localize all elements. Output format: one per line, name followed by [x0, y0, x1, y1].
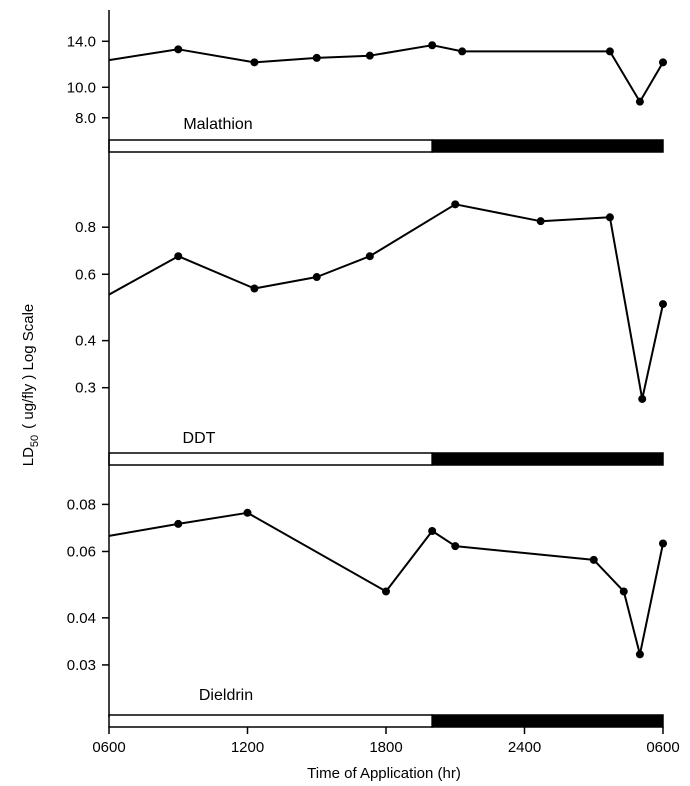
data-point: [619, 587, 628, 596]
data-point: [312, 53, 321, 62]
data-point: [536, 217, 545, 226]
data-point: [458, 47, 467, 56]
y-axis-title-suffix: ( ug/fly ) Log Scale: [20, 304, 37, 429]
data-point: [174, 45, 183, 54]
dark-period-bar: [431, 714, 664, 728]
data-point: [451, 542, 460, 551]
data-point: [428, 41, 437, 50]
light-period-bar: [108, 714, 433, 728]
data-point: [250, 58, 259, 67]
data-point: [312, 273, 321, 282]
y-axis-title: LD50 ( ug/fly ) Log Scale: [20, 304, 41, 467]
y-tick-label: 0.4: [75, 333, 96, 350]
y-tick-label: 0.08: [67, 496, 96, 513]
x-tick-label: 1200: [231, 739, 264, 756]
data-point: [428, 526, 437, 535]
x-axis-title: Time of Application (hr): [307, 765, 461, 782]
data-point: [605, 47, 614, 56]
y-tick-label: 0.03: [67, 657, 96, 674]
series-line-malathion: [108, 44, 664, 103]
panel-malathion: 8.0 10.0 14.0 Malathion: [67, 33, 667, 153]
y-tick-label: 0.8: [75, 219, 96, 236]
series-line-ddt: [108, 203, 664, 400]
data-point: [659, 300, 667, 309]
y-tick-label: 10.0: [67, 79, 96, 96]
light-period-bar: [108, 452, 433, 466]
data-point: [659, 539, 667, 548]
y-tick-label: 0.06: [67, 543, 96, 560]
dark-period-bar: [431, 452, 664, 466]
y-axis-title-subscript: 50: [29, 435, 41, 447]
data-point: [605, 213, 614, 222]
data-point: [174, 252, 183, 261]
panel-label-dieldrin: Dieldrin: [199, 687, 253, 704]
panels-layer: 8.010.014.0Malathion0.30.40.60.8DDT0.030…: [67, 33, 667, 728]
panel-label-malathion: Malathion: [183, 116, 252, 133]
y-tick-label: 0.6: [75, 266, 96, 283]
data-point: [250, 284, 259, 293]
y-tick-label: 14.0: [67, 33, 96, 50]
data-point: [635, 97, 644, 106]
data-point: [589, 555, 598, 564]
panel-ddt: 0.3 0.4 0.6 0.8 DDT: [75, 200, 667, 466]
data-point: [638, 394, 647, 403]
data-point: [174, 519, 183, 528]
y-tick-label: 0.3: [75, 380, 96, 397]
x-tick-label: 0600: [646, 739, 679, 756]
dark-period-bar: [431, 139, 664, 153]
data-point: [365, 252, 374, 261]
x-axis: 0600 1200 1800 2400 0600: [92, 727, 680, 756]
light-period-bar: [108, 139, 433, 153]
data-point: [365, 51, 374, 60]
data-point: [243, 508, 252, 517]
y-tick-label: 0.04: [67, 610, 96, 627]
x-tick-label: 2400: [508, 739, 541, 756]
x-tick-label: 0600: [92, 739, 125, 756]
data-point: [635, 650, 644, 659]
panel-dieldrin: 0.03 0.04 0.06 0.08 Dieldrin: [67, 496, 667, 728]
data-point: [382, 587, 390, 596]
x-tick-label: 1800: [369, 739, 402, 756]
y-tick-label: 8.0: [75, 110, 96, 127]
data-point: [659, 58, 667, 67]
data-point: [451, 200, 460, 209]
panel-label-ddt: DDT: [183, 430, 216, 447]
series-line-dieldrin: [108, 511, 664, 656]
y-axis-title-prefix: LD: [20, 447, 37, 466]
